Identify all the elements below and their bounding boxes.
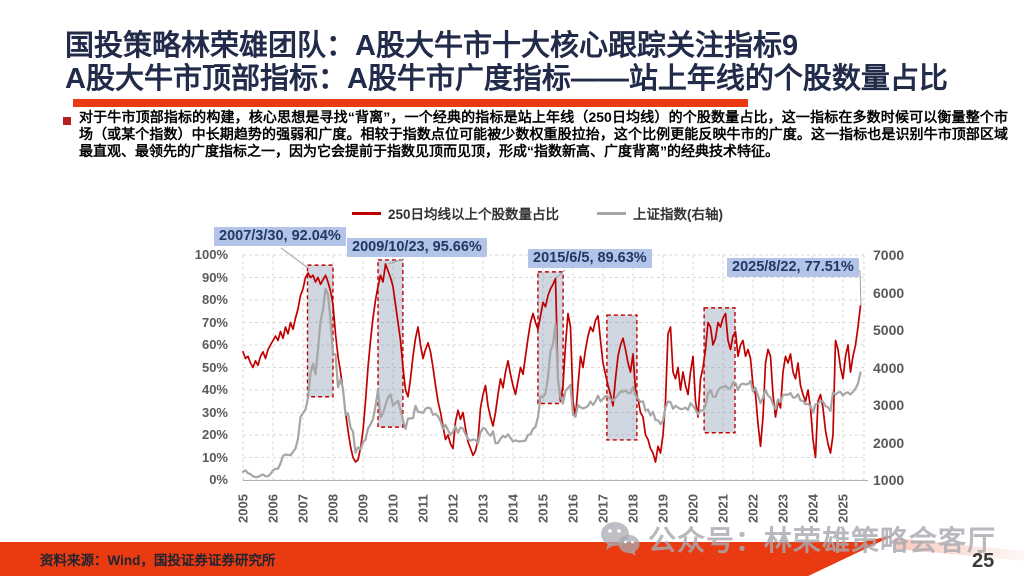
y-axis-tick-left: 20% (201, 427, 228, 442)
data-label-callout: 2015/6/5, 89.63% (528, 249, 652, 268)
y-axis-tick-right: 1000 (873, 472, 905, 488)
x-axis-tick: 2015 (535, 494, 551, 523)
divergence-highlight-box (703, 307, 736, 434)
y-axis-tick-left: 40% (201, 382, 228, 397)
x-axis-tick: 2006 (265, 494, 281, 523)
y-axis-tick-left: 70% (201, 314, 228, 330)
page-title: 国投策略林荣雄团队：A股大牛市十大核心跟踪关注指标9 A股大牛市顶部指标：A股牛… (65, 30, 1015, 96)
legend-swatch (352, 211, 381, 215)
body-paragraph: 对于牛市顶部指标的构建，核心思想是寻找“背离”，一个经典的指标是站上年线（250… (79, 109, 1008, 159)
divergence-highlight-box (377, 259, 404, 428)
legend-label: 上证指数(右轴) (633, 207, 724, 222)
title-line-1: 国投策略林荣雄团队：A股大牛市十大核心跟踪关注指标9 (65, 30, 799, 62)
legend-label: 250日均线以上个股数量占比 (388, 207, 560, 222)
page-number: 25 (972, 550, 995, 572)
annotation-leader-line (280, 247, 309, 269)
x-axis-tick: 2010 (385, 494, 401, 523)
x-axis-tick: 2005 (235, 494, 251, 523)
y-axis-tick-right: 7000 (873, 247, 905, 263)
legend-item: 上证指数(右轴) (597, 203, 723, 223)
annotation-leader-line (555, 269, 566, 279)
y-axis-tick-right: 5000 (873, 322, 905, 338)
y-axis-tick-left: 90% (201, 269, 228, 285)
legend-swatch (597, 211, 627, 215)
watermark: 公众号：林荣雄策略会客厅 (598, 516, 996, 562)
data-label-callout: 2007/3/30, 92.04% (214, 227, 346, 246)
x-axis-tick: 2012 (445, 494, 461, 523)
wechat-icon (601, 522, 640, 556)
annotation-leader-line (387, 258, 405, 265)
x-axis-tick: 2008 (325, 494, 341, 523)
y-axis-tick-left: 0% (209, 472, 228, 487)
data-label-callout: 2009/10/23, 95.66% (347, 238, 487, 257)
source-note: 资料来源：Wind，国投证券证券研究所 (40, 553, 276, 568)
divergence-highlight-box (537, 271, 564, 405)
x-axis-tick: 2013 (475, 494, 491, 523)
x-axis-tick: 2007 (295, 494, 311, 523)
y-axis-tick-right: 2000 (873, 434, 905, 451)
x-axis-tick: 2009 (355, 494, 371, 523)
y-axis-tick-right: 6000 (873, 284, 905, 301)
legend-item: 250日均线以上个股数量占比 (352, 203, 559, 223)
x-axis-tick: 2011 (415, 494, 431, 523)
y-axis-tick-left: 100% (194, 247, 228, 262)
x-axis-tick: 2014 (505, 494, 521, 523)
chart-legend: 250日均线以上个股数量占比 上证指数(右轴) (352, 203, 723, 223)
y-axis-tick-left: 50% (201, 359, 228, 375)
divergence-highlight-box (606, 314, 638, 441)
y-axis-tick-left: 30% (201, 404, 228, 420)
title-underline (73, 99, 748, 107)
x-axis-tick: 2016 (565, 494, 581, 523)
y-axis-tick-left: 10% (201, 449, 228, 465)
data-label-callout: 2025/8/22, 77.51% (727, 258, 859, 277)
y-axis-tick-right: 3000 (873, 397, 905, 413)
y-axis-tick-right: 4000 (873, 359, 905, 376)
sse-index-series-line (241, 288, 862, 479)
y-axis-tick-left: 60% (201, 337, 228, 352)
breadth-series-line (242, 263, 862, 463)
divergence-highlight-box (306, 264, 334, 398)
watermark-text: 公众号：林荣雄策略会客厅 (648, 525, 997, 556)
y-axis-tick-left: 80% (201, 292, 228, 307)
title-line-2: A股大牛市顶部指标：A股牛市广度指标——站上年线的个股数量占比 (65, 63, 948, 95)
bullet-marker (63, 117, 71, 125)
